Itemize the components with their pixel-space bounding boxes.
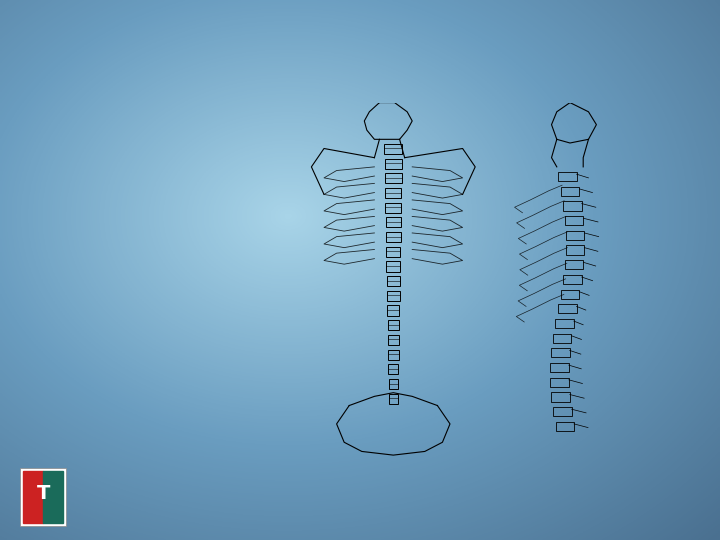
Bar (385, 202, 401, 213)
Bar (561, 289, 580, 299)
Bar (563, 201, 582, 211)
Bar (386, 232, 400, 242)
Polygon shape (43, 471, 63, 523)
Bar (556, 422, 574, 431)
Bar (385, 188, 401, 198)
Bar (389, 379, 398, 389)
Text: To allow movement.: To allow movement. (140, 250, 321, 268)
Text: The spinal column and its divisions.: The spinal column and its divisions. (313, 437, 512, 447)
Bar (565, 216, 583, 225)
Text: Anatomy: Anatomy (243, 94, 495, 142)
Bar (384, 144, 402, 154)
Bar (553, 334, 572, 343)
Bar (555, 319, 574, 328)
Bar (558, 304, 577, 313)
Bar (387, 291, 400, 301)
Bar (550, 363, 569, 372)
Bar (385, 173, 402, 184)
Bar (386, 217, 401, 227)
Text: Spinal Cord: Spinal Cord (140, 348, 243, 366)
Bar (387, 276, 400, 286)
Bar (566, 246, 585, 255)
FancyBboxPatch shape (302, 140, 626, 439)
Text: Muscles & Tendons: Muscles & Tendons (140, 441, 311, 459)
Bar (566, 231, 585, 240)
Polygon shape (23, 471, 43, 523)
Bar (388, 335, 399, 345)
Bar (384, 159, 402, 168)
Bar (552, 348, 570, 357)
Bar (387, 306, 400, 315)
Bar (558, 172, 577, 181)
Bar (388, 349, 399, 360)
Text: Nerves: Nerves (140, 379, 204, 397)
Text: ●: ● (124, 214, 135, 228)
Text: Ligaments: Ligaments (140, 410, 234, 428)
Text: To support the upper body: To support the upper body (140, 285, 379, 303)
Text: To protect the spinal cord: To protect the spinal cord (140, 214, 369, 233)
Text: Spine: Spine (148, 140, 244, 168)
Bar (387, 261, 400, 272)
Text: T: T (37, 484, 50, 503)
Bar (553, 407, 572, 416)
Bar (388, 364, 398, 374)
Text: ●: ● (124, 348, 135, 362)
Text: Three main functions: Three main functions (112, 181, 346, 200)
Text: ●: ● (124, 410, 135, 424)
Bar (563, 275, 582, 284)
Text: Complex System: Complex System (112, 314, 295, 333)
Text: ●: ● (124, 379, 135, 393)
Bar (389, 394, 398, 404)
Text: ●: ● (124, 441, 135, 455)
Text: ●: ● (124, 285, 135, 299)
FancyBboxPatch shape (20, 468, 66, 526)
Bar (387, 320, 399, 330)
Text: ●: ● (124, 250, 135, 264)
Bar (550, 377, 569, 387)
Bar (552, 393, 570, 402)
Bar (565, 260, 583, 269)
Bar (561, 187, 580, 196)
Bar (386, 247, 400, 257)
